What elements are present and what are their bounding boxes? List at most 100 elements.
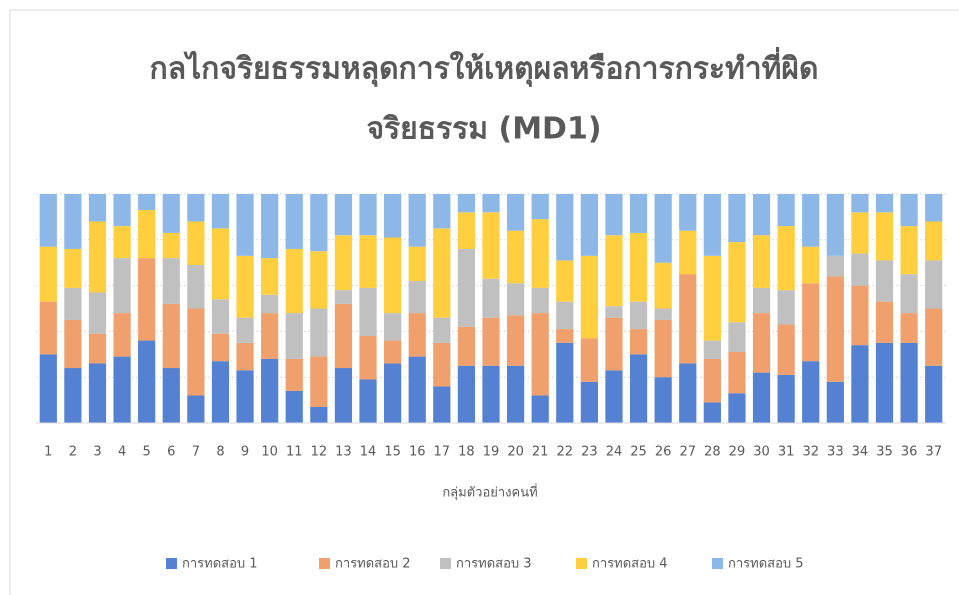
bar-segment <box>900 194 918 227</box>
bar-segment <box>752 194 771 236</box>
bar-segment <box>384 313 402 341</box>
bar-segment <box>506 315 525 366</box>
bar-segment <box>482 194 500 213</box>
bar-segment <box>580 194 598 256</box>
x-axis-label: กลุ่มตัวอย่างคนที่ <box>442 484 537 501</box>
bar-segment <box>802 246 820 284</box>
x-tick-label: 12 <box>311 445 328 460</box>
bar-segment <box>777 290 795 325</box>
bar-segment <box>433 228 451 318</box>
bar-segment <box>384 340 402 364</box>
bar-segment <box>310 406 328 423</box>
bar-segment <box>211 333 230 362</box>
x-tick-label: 2 <box>69 445 77 460</box>
bar-segment <box>802 283 820 362</box>
bar-segment <box>556 329 574 343</box>
bar-segment <box>138 210 156 259</box>
bar-segment <box>925 260 943 309</box>
x-tick-label: 28 <box>704 445 721 460</box>
bar-segment <box>875 194 894 213</box>
bar-segment <box>728 194 746 243</box>
bar-segment <box>925 308 943 366</box>
x-tick-label: 4 <box>118 445 126 460</box>
bar-segment <box>113 194 131 227</box>
x-tick-label: 7 <box>192 445 200 460</box>
x-tick-label: 35 <box>876 445 893 460</box>
bar-segment <box>506 365 525 423</box>
bar-segment <box>679 230 697 275</box>
bar-segment <box>679 363 697 423</box>
bar-segment <box>433 386 451 423</box>
bar-segment <box>162 258 180 304</box>
x-tick-label: 17 <box>434 445 451 460</box>
bar-segment <box>113 226 131 259</box>
bar-segment <box>359 335 377 380</box>
bar-segment <box>88 333 107 364</box>
bar-segment <box>531 313 549 396</box>
bar-segment <box>925 365 943 423</box>
bar-segment <box>39 354 57 423</box>
x-tick-label: 22 <box>557 445 574 460</box>
legend-swatch <box>576 558 587 569</box>
bar-segment <box>236 255 254 318</box>
bar-segment <box>629 329 648 355</box>
bar-segment <box>261 313 279 359</box>
bar-segment <box>261 194 279 259</box>
x-tick-label: 18 <box>458 445 475 460</box>
x-tick-label: 5 <box>143 445 151 460</box>
bar-segment <box>236 194 254 256</box>
bar-segment <box>457 194 476 213</box>
x-tick-label: 29 <box>729 445 746 460</box>
bar-segment <box>433 317 451 343</box>
bar-segment <box>851 212 869 254</box>
bar-segment <box>211 194 230 229</box>
bar-segment <box>925 221 943 261</box>
bar-segment <box>777 324 795 375</box>
legend-label: การทดสอบ 3 <box>456 557 532 572</box>
legend-swatch <box>440 558 451 569</box>
bar-segment <box>580 381 598 423</box>
bar-segment <box>531 194 549 220</box>
x-tick-label: 21 <box>532 445 549 460</box>
bar-segment <box>875 260 894 302</box>
bar-segment <box>211 361 230 423</box>
bar-segment <box>777 194 795 227</box>
bar-segment <box>187 395 205 423</box>
bar-segment <box>88 221 107 293</box>
bar-segment <box>752 287 771 314</box>
bar-segment <box>506 194 525 231</box>
x-tick-label: 25 <box>630 445 647 460</box>
bar-segment <box>802 194 820 247</box>
bar-segment <box>752 313 771 373</box>
bar-segment <box>359 379 377 423</box>
bar-segment <box>826 381 844 423</box>
bar-segment <box>703 194 721 256</box>
bar-segment <box>752 235 771 288</box>
bar-segment <box>580 338 598 382</box>
bar-segment <box>162 368 180 423</box>
x-tick-label: 26 <box>655 445 672 460</box>
x-tick-label: 15 <box>384 445 401 460</box>
bar-segment <box>39 194 57 247</box>
bar-segment <box>39 301 57 355</box>
bar-segment <box>629 301 648 330</box>
bar-segment <box>728 393 746 423</box>
x-tick-label: 8 <box>216 445 224 460</box>
bar-segment <box>900 313 918 343</box>
bar-segment <box>654 308 672 320</box>
x-tick-label: 6 <box>167 445 175 460</box>
bar-segment <box>433 194 451 229</box>
x-tick-label: 13 <box>335 445 352 460</box>
bar-segment <box>408 281 426 314</box>
bar-segment <box>703 358 721 403</box>
bar-segment <box>629 194 648 233</box>
x-tick-label: 9 <box>241 445 249 460</box>
x-tick-label: 34 <box>852 445 869 460</box>
bar-segment <box>851 253 869 286</box>
bar-segment <box>703 402 721 423</box>
legend-label: การทดสอบ 1 <box>182 557 258 572</box>
bar-segment <box>482 212 500 279</box>
bar-segment <box>900 226 918 275</box>
bar-segment <box>334 303 353 369</box>
bar-segment <box>261 358 279 423</box>
